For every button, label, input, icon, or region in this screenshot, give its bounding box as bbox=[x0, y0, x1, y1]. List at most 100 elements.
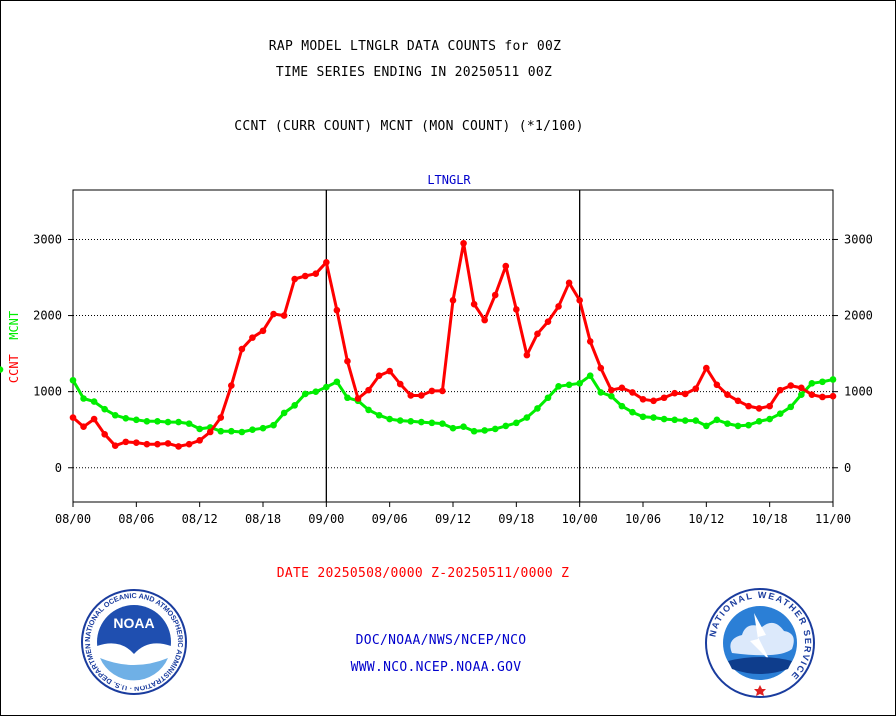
y-tick-label: 2000 bbox=[844, 309, 873, 323]
data-point-mcnt bbox=[217, 427, 225, 435]
date-range: DATE 20250508/0000 Z-20250511/0000 Z bbox=[276, 566, 570, 581]
data-point-mcnt bbox=[418, 418, 425, 426]
data-point-ccnt bbox=[375, 372, 383, 379]
data-point-ccnt bbox=[629, 389, 636, 396]
data-point-ccnt bbox=[344, 357, 351, 365]
data-point-mcnt bbox=[460, 423, 467, 430]
data-point-mcnt bbox=[439, 420, 446, 427]
data-point-ccnt bbox=[386, 367, 393, 375]
data-point-mcnt bbox=[502, 422, 510, 430]
data-point-ccnt bbox=[80, 423, 87, 430]
day-dividers bbox=[325, 190, 581, 502]
data-point-ccnt bbox=[639, 395, 647, 403]
data-point-mcnt bbox=[122, 414, 130, 422]
series-mcnt bbox=[0, 366, 837, 436]
data-point-mcnt bbox=[386, 415, 393, 423]
data-point-ccnt bbox=[565, 279, 573, 287]
data-point-mcnt bbox=[323, 383, 330, 391]
data-point-mcnt bbox=[481, 427, 488, 434]
nco-url-link[interactable]: WWW.NCO.NCEP.NOAA.GOV bbox=[350, 660, 522, 675]
data-point-ccnt bbox=[713, 381, 721, 389]
data-point-ccnt bbox=[90, 415, 98, 423]
data-point-mcnt bbox=[745, 421, 752, 429]
data-point-mcnt bbox=[808, 379, 816, 387]
data-point-mcnt bbox=[449, 424, 457, 432]
data-point-ccnt bbox=[122, 438, 130, 446]
data-point-ccnt bbox=[724, 391, 731, 399]
x-tick-label: 09/06 bbox=[372, 512, 408, 526]
data-point-mcnt bbox=[639, 413, 647, 421]
data-point-mcnt bbox=[133, 416, 140, 424]
data-point-ccnt bbox=[513, 306, 520, 313]
data-point-mcnt bbox=[69, 376, 77, 384]
y-tick-label: 1000 bbox=[844, 385, 873, 399]
data-point-ccnt bbox=[175, 443, 182, 450]
data-point-mcnt bbox=[312, 388, 320, 395]
data-point-mcnt bbox=[333, 378, 341, 386]
data-point-ccnt bbox=[798, 384, 805, 392]
y-axis-label-ccnt: CCNT bbox=[7, 354, 21, 383]
plot-area-border bbox=[72, 189, 834, 503]
data-point-ccnt bbox=[544, 318, 552, 325]
data-point-mcnt bbox=[375, 411, 383, 419]
data-point-ccnt bbox=[734, 397, 742, 405]
data-point-mcnt bbox=[428, 419, 436, 427]
data-point-mcnt bbox=[365, 406, 372, 414]
data-point-ccnt bbox=[365, 386, 372, 394]
data-point-ccnt bbox=[502, 262, 510, 270]
series-layer bbox=[0, 239, 837, 450]
data-point-ccnt bbox=[354, 395, 362, 402]
data-point-mcnt bbox=[291, 402, 298, 409]
data-point-mcnt bbox=[228, 427, 235, 435]
x-tick-label: 10/06 bbox=[625, 512, 661, 526]
data-point-mcnt bbox=[650, 414, 657, 421]
series-line-ccnt bbox=[72, 241, 834, 448]
data-point-ccnt bbox=[291, 275, 298, 283]
data-point-mcnt bbox=[101, 405, 108, 413]
data-point-ccnt bbox=[608, 386, 615, 394]
grid-lines bbox=[73, 238, 833, 469]
x-tick-label: 09/12 bbox=[435, 512, 471, 526]
y-tick-label: 3000 bbox=[844, 232, 873, 246]
data-point-mcnt bbox=[565, 381, 573, 389]
data-point-ccnt bbox=[217, 414, 225, 421]
data-point-ccnt bbox=[470, 300, 478, 308]
x-tick-label: 08/18 bbox=[245, 512, 281, 526]
x-tick-label: 11/00 bbox=[815, 512, 851, 526]
data-point-ccnt bbox=[650, 397, 657, 405]
data-point-ccnt bbox=[270, 310, 277, 318]
y-tick-label: 0 bbox=[55, 461, 62, 475]
data-point-mcnt bbox=[238, 428, 246, 436]
x-axis: 08/00 08/06 08/12 08/18 09/00 09/06 09/12 09/18… bbox=[55, 502, 851, 526]
noaa-logo: NATIONAL OCEANIC AND ATMOSPHERIC ADMINIS… bbox=[81, 589, 187, 695]
y-axis-label-mcnt: MCNT bbox=[7, 311, 21, 340]
data-point-ccnt bbox=[555, 303, 562, 310]
chart-title-line1: RAP MODEL LTNGLR DATA COUNTS for 00Z bbox=[268, 39, 562, 54]
data-point-ccnt bbox=[185, 440, 193, 448]
chart-title-line2: TIME SERIES ENDING IN 20250511 00Z bbox=[275, 65, 553, 80]
data-point-ccnt bbox=[449, 297, 457, 304]
data-point-ccnt bbox=[323, 258, 330, 266]
data-point-mcnt bbox=[608, 392, 615, 400]
data-point-mcnt bbox=[80, 395, 87, 402]
data-point-ccnt bbox=[766, 402, 773, 410]
y-tick-label: 1000 bbox=[33, 385, 62, 399]
x-tick-label: 10/00 bbox=[562, 512, 598, 526]
chart-subtitle: CCNT (CURR COUNT) MCNT (MON COUNT) (*1/1… bbox=[234, 119, 584, 134]
series-ccnt bbox=[69, 239, 837, 450]
data-point-ccnt bbox=[101, 430, 108, 438]
data-point-ccnt bbox=[660, 394, 668, 402]
data-point-mcnt bbox=[164, 418, 172, 426]
data-point-mcnt bbox=[301, 390, 309, 398]
data-point-mcnt bbox=[766, 415, 773, 423]
data-point-mcnt bbox=[776, 410, 784, 418]
data-point-ccnt bbox=[154, 440, 161, 448]
y-axis-label: CCNT MCNT bbox=[7, 311, 21, 383]
data-point-mcnt bbox=[491, 425, 499, 433]
data-point-mcnt bbox=[280, 409, 288, 417]
data-point-mcnt bbox=[703, 422, 710, 430]
x-tick-label: 08/06 bbox=[118, 512, 154, 526]
data-point-mcnt bbox=[618, 402, 626, 410]
data-point-ccnt bbox=[428, 387, 436, 395]
